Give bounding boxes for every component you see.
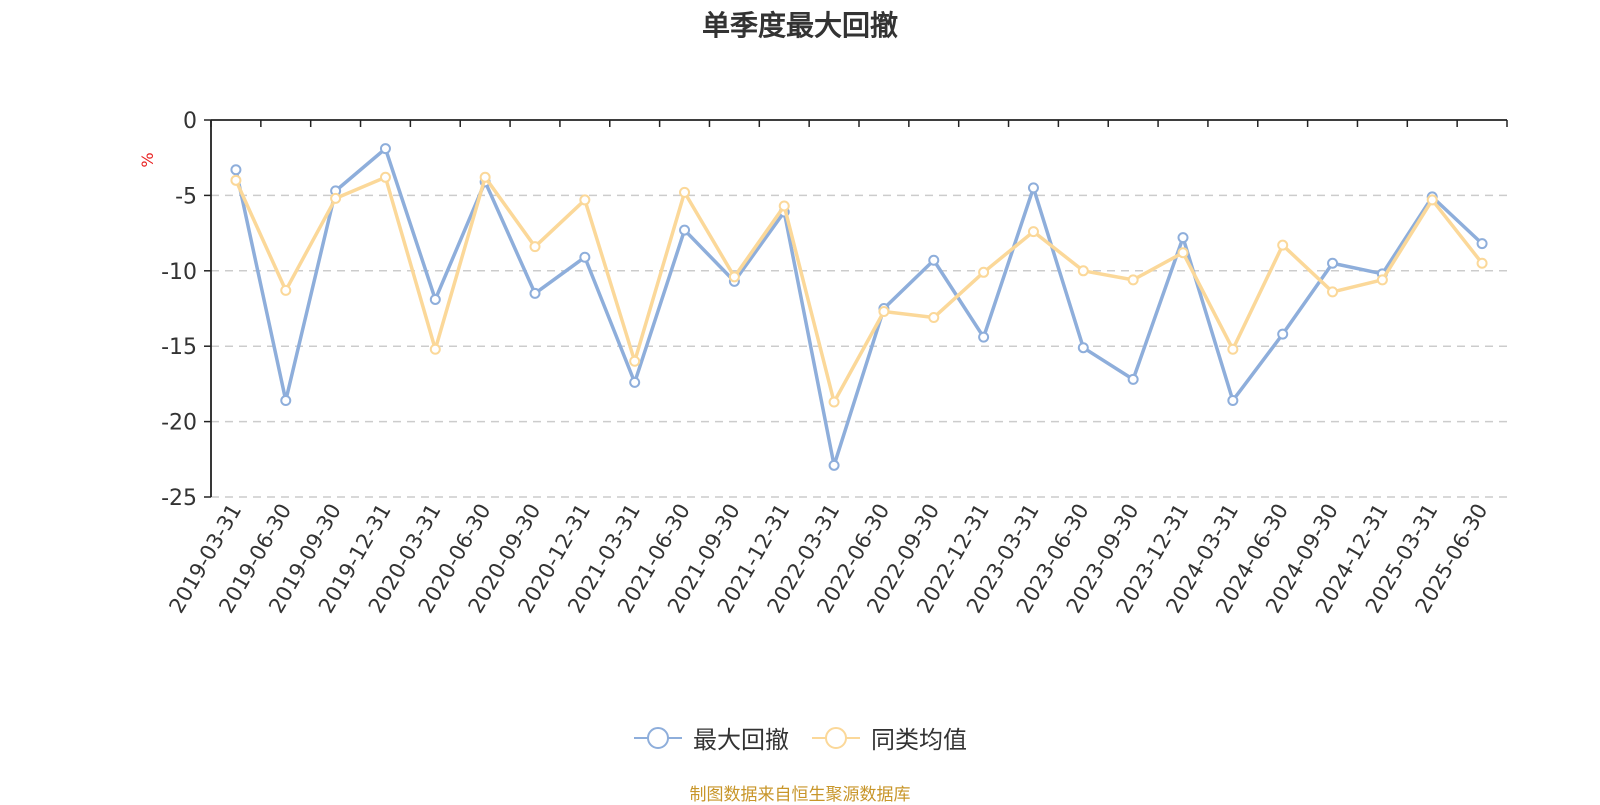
data-point[interactable] <box>679 224 691 236</box>
data-point[interactable] <box>1277 239 1289 251</box>
y-tick-label: -15 <box>161 335 197 360</box>
data-point[interactable] <box>379 143 391 155</box>
y-tick-label: -25 <box>161 486 197 511</box>
legend-label: 最大回撤 <box>693 726 789 754</box>
data-point[interactable] <box>728 271 740 283</box>
data-point[interactable] <box>330 192 342 204</box>
data-point[interactable] <box>1476 257 1488 269</box>
data-point[interactable] <box>579 194 591 206</box>
data-point[interactable] <box>1327 257 1339 269</box>
data-point[interactable] <box>1027 182 1039 194</box>
data-point[interactable] <box>280 394 292 406</box>
legend: 最大回撤 同类均值 <box>0 720 1600 755</box>
data-point[interactable] <box>1476 238 1488 250</box>
data-point[interactable] <box>230 174 242 186</box>
y-tick-label: -20 <box>161 411 197 436</box>
legend-label: 同类均值 <box>871 726 967 754</box>
data-point[interactable] <box>579 251 591 263</box>
data-point[interactable] <box>928 312 940 324</box>
data-point[interactable] <box>978 331 990 343</box>
data-point[interactable] <box>828 396 840 408</box>
data-point[interactable] <box>778 200 790 212</box>
data-point[interactable] <box>1027 226 1039 238</box>
data-point[interactable] <box>429 343 441 355</box>
data-point[interactable] <box>1376 274 1388 286</box>
legend-marker-icon <box>634 726 682 749</box>
chart-title: 单季度最大回撤 <box>701 9 898 42</box>
y-axis-label: % <box>138 152 157 167</box>
data-point[interactable] <box>379 171 391 183</box>
legend-item-2[interactable]: 同类均值 <box>811 720 967 755</box>
y-tick-label: -5 <box>175 184 197 209</box>
data-point[interactable] <box>529 241 541 253</box>
data-point[interactable] <box>629 355 641 367</box>
data-point[interactable] <box>828 459 840 471</box>
data-point[interactable] <box>1177 247 1189 259</box>
data-point[interactable] <box>978 266 990 278</box>
data-point[interactable] <box>1127 274 1139 286</box>
data-point[interactable] <box>230 164 242 176</box>
axes <box>204 119 1508 498</box>
series-line-2 <box>234 175 1484 404</box>
data-point[interactable] <box>529 287 541 299</box>
data-point[interactable] <box>1077 265 1089 277</box>
y-tick-label: -10 <box>161 260 197 285</box>
data-point[interactable] <box>629 376 641 388</box>
series-line-1 <box>234 146 1484 468</box>
legend-marker-icon <box>812 726 860 749</box>
data-point[interactable] <box>280 284 292 296</box>
data-point[interactable] <box>878 306 890 318</box>
source-note: 制图数据来自恒生聚源数据库 <box>689 785 911 805</box>
series-lines <box>230 143 1488 471</box>
y-tick-label: 0 <box>183 109 197 134</box>
legend-item-1[interactable]: 最大回撤 <box>633 720 789 755</box>
y-tick-labels: 0 -5 -10 -15 -20 -25 <box>161 109 197 511</box>
data-point[interactable] <box>1227 394 1239 406</box>
data-point[interactable] <box>429 293 441 305</box>
data-point[interactable] <box>1127 373 1139 385</box>
data-point[interactable] <box>1277 328 1289 340</box>
data-point[interactable] <box>679 186 691 198</box>
data-point[interactable] <box>479 171 491 183</box>
x-tick-labels: 2019-03-312019-06-302019-09-302019-12-31… <box>164 499 1492 617</box>
data-point[interactable] <box>1327 286 1339 298</box>
data-point[interactable] <box>1426 194 1438 206</box>
data-point[interactable] <box>1177 232 1189 244</box>
data-point[interactable] <box>1077 342 1089 354</box>
data-point[interactable] <box>928 254 940 266</box>
data-point[interactable] <box>1227 343 1239 355</box>
